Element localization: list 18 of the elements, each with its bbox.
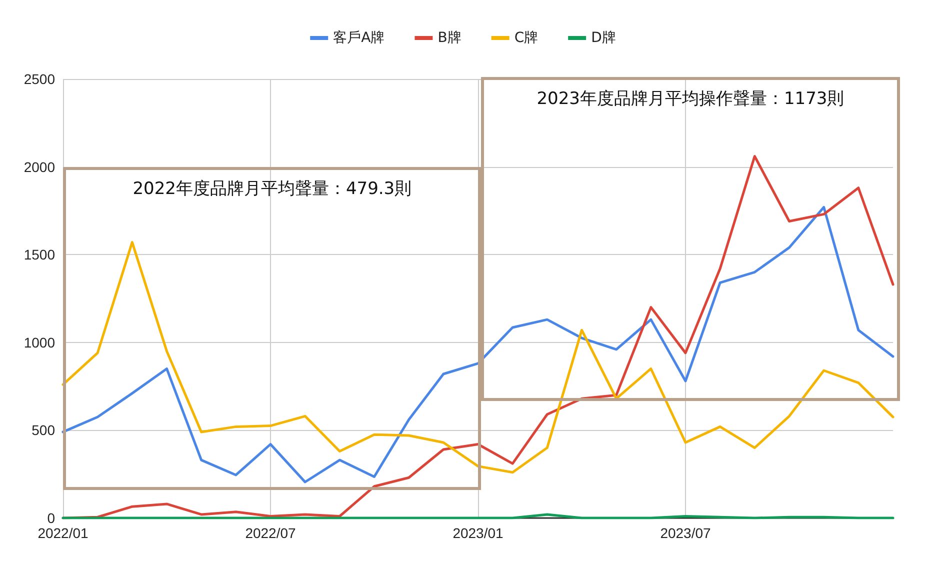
annotation: 2022年度品牌月平均聲量：479.3則 xyxy=(132,178,413,200)
y-tick-label: 1500 xyxy=(24,246,56,263)
x-tick-label: 2023/07 xyxy=(660,525,712,541)
x-tick-label: 2023/01 xyxy=(452,525,504,541)
y-tick-label: 2500 xyxy=(24,71,56,87)
x-tick-label: 2022/01 xyxy=(38,525,89,541)
y-tick-label: 500 xyxy=(32,422,56,438)
legend-label: C牌 xyxy=(514,30,538,46)
line-series xyxy=(62,241,894,474)
line-series xyxy=(62,206,894,484)
legend-label: 客戶A牌 xyxy=(333,30,385,46)
legend-label: D牌 xyxy=(591,30,616,46)
legend-label: B牌 xyxy=(438,30,462,46)
y-tick-label: 0 xyxy=(47,510,56,526)
y-tick-label: 1000 xyxy=(24,334,56,350)
x-tick-label: 2022/07 xyxy=(245,525,296,541)
annotation: 2023年度品牌月平均操作聲量：1173則 xyxy=(536,88,846,110)
y-tick-label: 2000 xyxy=(24,158,56,175)
